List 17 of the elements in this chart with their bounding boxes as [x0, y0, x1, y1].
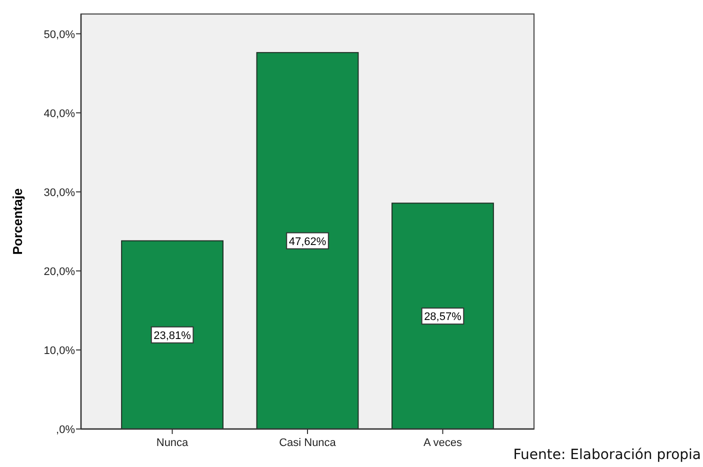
- bar: [392, 202, 494, 430]
- y-tick-label: ,0%: [56, 424, 76, 436]
- y-axis-title: Porcentaje: [10, 188, 25, 255]
- y-tick-label: 50,0%: [44, 28, 76, 41]
- y-tick-label: 10,0%: [44, 344, 76, 357]
- x-tick-label: A veces: [423, 437, 462, 449]
- y-tick-label: 40,0%: [44, 108, 76, 120]
- x-tick-label: Casi Nunca: [279, 437, 337, 449]
- y-tick-label: 30,0%: [44, 186, 76, 199]
- source-note: Fuente: Elaboración propia: [513, 447, 701, 463]
- data-label: 47,62%: [288, 236, 326, 248]
- data-label: 28,57%: [424, 311, 462, 324]
- bar: [256, 52, 359, 430]
- y-tick-label: 20,0%: [44, 266, 76, 278]
- x-tick-label: Nunca: [156, 437, 190, 449]
- bar: [121, 240, 224, 430]
- data-label: 23,81%: [154, 330, 192, 342]
